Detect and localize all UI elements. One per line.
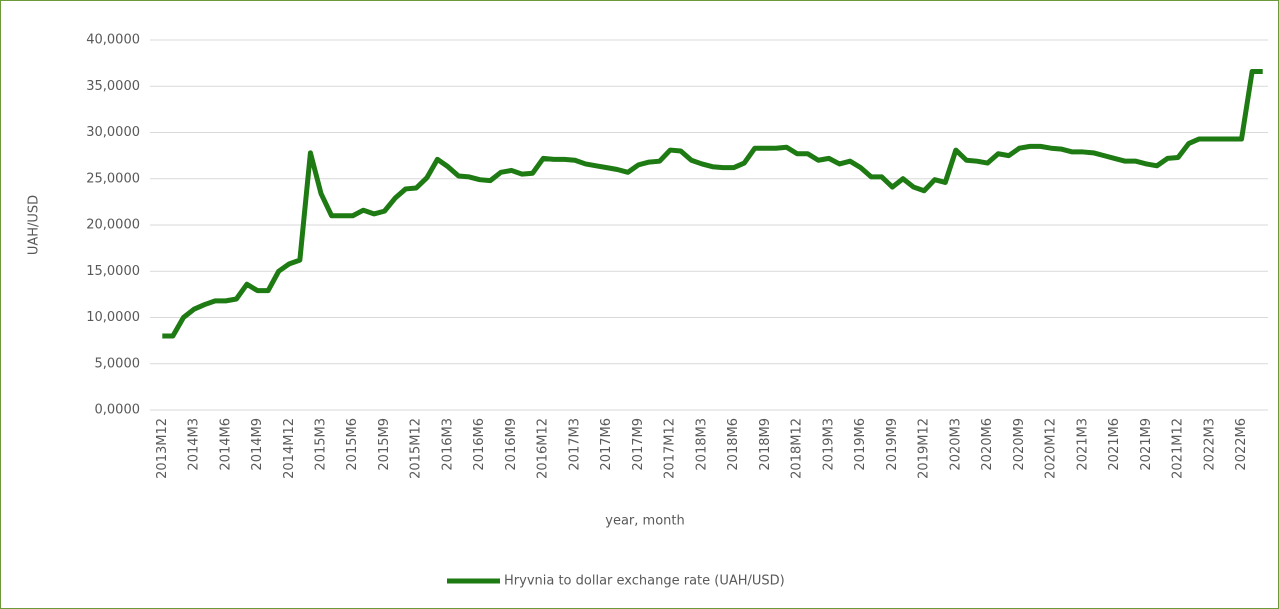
x-tick-label: 2020M6 <box>980 418 995 471</box>
x-tick-label: 2021M9 <box>1139 418 1154 471</box>
y-tick-label: 25,0000 <box>86 171 140 186</box>
x-tick-label: 2016M9 <box>504 418 519 471</box>
x-tick-label: 2020M3 <box>948 418 963 471</box>
legend-label: Hryvnia to dollar exchange rate (UAH/USD… <box>504 574 785 589</box>
y-tick-label: 15,0000 <box>86 264 140 279</box>
x-tick-label: 2016M6 <box>472 418 487 471</box>
x-tick-label: 2015M9 <box>377 418 392 471</box>
x-tick-label: 2013M12 <box>155 418 170 479</box>
x-tick-label: 2022M3 <box>1202 418 1217 471</box>
x-tick-label: 2015M6 <box>345 418 360 471</box>
y-tick-label: 10,0000 <box>86 310 140 325</box>
data-line <box>162 68 1263 339</box>
x-tick-label: 2017M3 <box>567 418 582 471</box>
x-tick-label: 2020M12 <box>1044 418 1059 479</box>
x-tick-label: 2018M3 <box>694 418 709 471</box>
y-tick-label: 30,0000 <box>86 125 140 140</box>
x-tick-label: 2022M6 <box>1234 418 1249 471</box>
y-axis-title: UAH/USD <box>27 195 42 255</box>
x-tick-label: 2017M12 <box>663 418 678 479</box>
x-tick-label: 2014M6 <box>218 418 233 471</box>
x-tick-label: 2014M12 <box>282 418 297 479</box>
y-tick-label: 20,0000 <box>86 218 140 233</box>
x-tick-label: 2014M3 <box>187 418 202 471</box>
x-tick-label: 2015M3 <box>314 418 329 471</box>
x-tick-label: 2018M6 <box>726 418 741 471</box>
y-tick-label: 5,0000 <box>95 356 141 371</box>
y-tick-label: 40,0000 <box>86 33 140 48</box>
x-tick-label: 2016M12 <box>536 418 551 479</box>
x-tick-label: 2021M3 <box>1075 418 1090 471</box>
x-tick-label: 2020M9 <box>1012 418 1027 471</box>
x-tick-label: 2018M12 <box>790 418 805 479</box>
x-tick-label: 2019M9 <box>885 418 900 471</box>
x-tick-label: 2014M9 <box>250 418 265 471</box>
x-tick-label: 2019M6 <box>853 418 868 471</box>
x-tick-label: 2017M9 <box>631 418 646 471</box>
x-tick-label: 2019M3 <box>821 418 836 471</box>
y-tick-label: 0,0000 <box>95 403 141 418</box>
x-tick-label: 2021M12 <box>1171 418 1186 479</box>
x-tick-label: 2015M12 <box>409 418 424 479</box>
x-tick-label: 2016M3 <box>440 418 455 471</box>
x-tick-label: 2018M9 <box>758 418 773 471</box>
x-tick-label: 2021M6 <box>1107 418 1122 471</box>
x-tick-label: 2019M12 <box>917 418 932 479</box>
x-axis-title: year, month <box>605 514 684 529</box>
x-tick-label: 2017M6 <box>599 418 614 471</box>
y-tick-label: 35,0000 <box>86 79 140 94</box>
